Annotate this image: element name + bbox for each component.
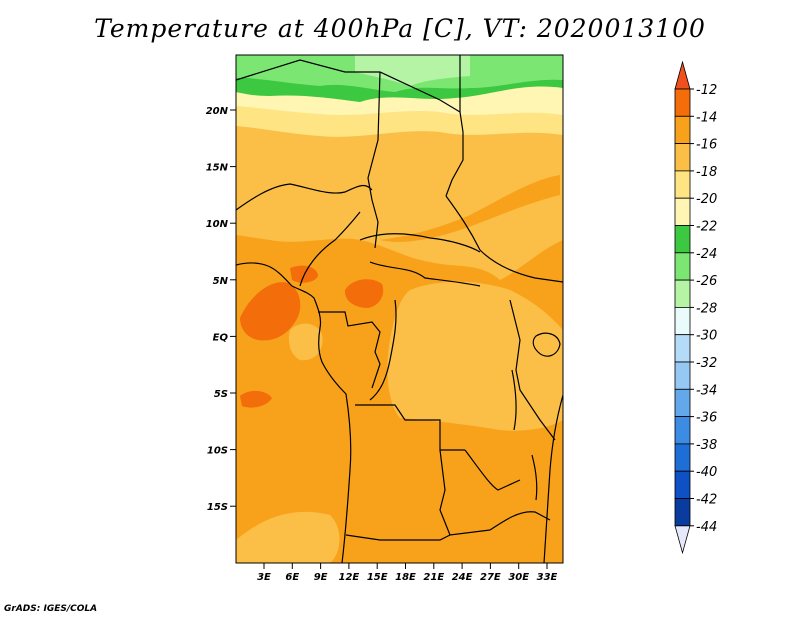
coastline-east [543, 394, 563, 563]
border-egypt-sudan [445, 55, 464, 197]
border-namibia [345, 534, 451, 541]
border-libya-niger [236, 59, 461, 113]
colorbar-segment [674, 115, 691, 145]
lat-tick-label: 10S [207, 446, 228, 457]
lon-tick-label: 33E [537, 572, 558, 583]
border-drc-west [369, 299, 397, 401]
lat-tick-label: 15S [207, 502, 228, 513]
border-zambia-drc [464, 449, 521, 491]
map-frame [235, 54, 564, 564]
colorbar-segment [674, 498, 691, 527]
colorbar-label: -22 [696, 220, 717, 235]
colorbar-segment [674, 170, 691, 199]
temperature-field [236, 55, 563, 563]
colorbar-label: -34 [696, 383, 717, 398]
lon-tick-label: 24E [452, 572, 473, 583]
border-east [509, 299, 556, 441]
lon-tick-label: 12E [339, 572, 360, 583]
longitude-axis: 3E 6E 9E 12E 15E 18E 21E 24E 27E 30E 33E [257, 563, 558, 583]
colorbar-label: -32 [696, 356, 717, 371]
colorbar-segment [674, 443, 691, 472]
lon-tick-label: 18E [395, 572, 416, 583]
colorbar-segment [674, 88, 691, 117]
colorbar-label: -18 [696, 165, 717, 180]
colorbar-segment [674, 334, 691, 363]
lat-tick-label: 20N [206, 106, 229, 117]
colorbar: -12 -14 -16 -18 -20 -22 -24 -26 -28 -30 -32 -34 -36 -… [674, 60, 717, 555]
lat-tick-label: 10N [206, 219, 229, 230]
field-light-orange-east [387, 281, 563, 431]
colorbar-label: -12 [696, 83, 717, 98]
field-dark-orange-central [344, 279, 384, 308]
field-pale-green-patch [355, 55, 470, 86]
colorbar-label: -26 [696, 274, 717, 289]
border-nigeria-cameroon [299, 211, 361, 287]
colorbar-label: -20 [696, 192, 717, 207]
border-chad-sudan [367, 71, 381, 249]
lat-tick-label: EQ [213, 332, 229, 343]
lon-tick-label: 27E [480, 572, 501, 583]
lon-tick-label: 9E [314, 572, 328, 583]
field-orange-tongue [380, 175, 560, 242]
latitude-axis: 20N 15N 10N 5N EQ 5S 10S 15S [206, 106, 236, 513]
colorbar-label: -42 [696, 493, 717, 508]
colorbar-segment [674, 279, 691, 308]
border-niger-nigeria [236, 183, 373, 211]
chart-title: Temperature at 400hPa [C], VT: 202001310… [94, 14, 706, 43]
colorbar-label: -36 [696, 411, 717, 426]
colorbar-label: -16 [696, 138, 717, 153]
lat-tick-label: 5S [214, 389, 228, 400]
colorbar-segment [674, 470, 691, 499]
colorbar-label: -30 [696, 329, 717, 344]
border-drc-angola [355, 404, 465, 451]
colorbar-segment [674, 388, 691, 417]
field-dark-orange-gulf [240, 282, 301, 341]
lake-malawi [531, 454, 538, 501]
border-car-south [369, 261, 481, 287]
lon-tick-label: 15E [367, 572, 388, 583]
colorbar-label: -24 [696, 247, 717, 262]
lake-victoria [532, 332, 561, 357]
colorbar-segment [674, 361, 691, 390]
colorbar-label: -38 [696, 438, 717, 453]
colorbar-segment [674, 225, 691, 254]
lat-tick-label: 15N [206, 163, 229, 174]
colorbar-label: -44 [696, 520, 717, 535]
grads-credit: GrADS: IGES/COLA [4, 604, 98, 614]
border-sudan-south [445, 195, 563, 283]
border-car [359, 233, 481, 253]
lat-tick-label: 5N [213, 276, 229, 287]
field-dark-orange-south-coast [240, 390, 272, 408]
border-angola-zambia [439, 449, 491, 536]
field-light-orange-west-coast [288, 323, 323, 361]
colorbar-segment [674, 416, 691, 445]
coastline-west [236, 262, 352, 563]
colorbar-segment [674, 197, 691, 226]
lon-tick-label: 3E [257, 572, 271, 583]
colorbar-segment [674, 306, 691, 336]
border-gabon-congo [318, 311, 381, 389]
lake-tanganyika [511, 369, 517, 431]
colorbar-segment [674, 252, 691, 281]
border-south-east [489, 511, 551, 531]
colorbar-label: -40 [696, 465, 717, 480]
lon-tick-label: 21E [423, 572, 444, 583]
lon-tick-label: 30E [508, 572, 529, 583]
colorbar-bottom-arrow [674, 525, 691, 555]
colorbar-top-arrow [674, 60, 691, 90]
colorbar-label: -14 [696, 110, 717, 125]
field-light-orange-southwest [236, 511, 340, 563]
lon-tick-label: 6E [285, 572, 299, 583]
map-boundaries [236, 55, 563, 563]
colorbar-label: -28 [696, 301, 717, 316]
colorbar-segment [674, 143, 691, 172]
